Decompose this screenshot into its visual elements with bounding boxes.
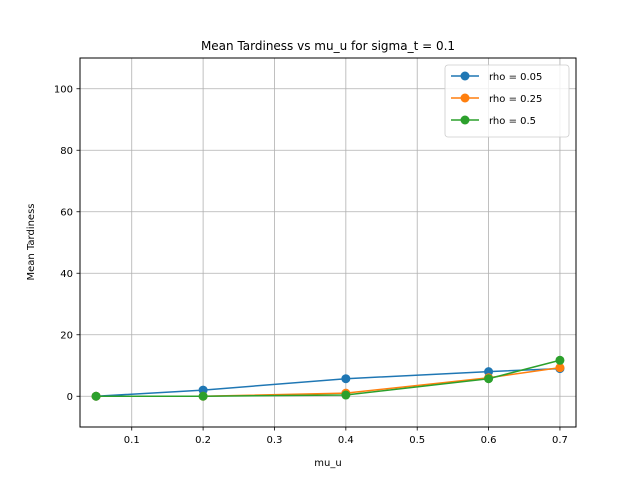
x-axis-label: mu_u [314, 458, 341, 469]
y-tick-label: 60 [60, 207, 73, 218]
legend: rho = 0.05 rho = 0.25 rho = 0.5 [444, 64, 570, 138]
data-point [555, 363, 565, 373]
plot-frame [79, 57, 577, 428]
ticks: 0.1 0.2 0.3 0.4 0.5 0.6 0.7 0 20 40 60 80 100 [54, 84, 568, 446]
data-point [198, 385, 208, 395]
legend-item: rho = 0.05 [451, 71, 542, 83]
data-point [341, 390, 351, 400]
y-tick-label: 100 [54, 84, 73, 95]
x-tick-label: 0.2 [195, 435, 211, 446]
y-tick-label: 80 [60, 146, 73, 157]
x-tick-label: 0.6 [481, 435, 497, 446]
legend-marker [460, 115, 470, 125]
data-point [341, 374, 351, 384]
y-tick-label: 0 [67, 392, 73, 403]
x-tick-label: 0.5 [409, 435, 425, 446]
y-axis-label: Mean Tardiness [26, 204, 37, 281]
legend-item: rho = 0.25 [451, 93, 542, 105]
y-tick-label: 20 [60, 330, 73, 341]
legend-label: rho = 0.5 [489, 116, 536, 127]
data-point [91, 391, 101, 401]
legend-label: rho = 0.25 [489, 94, 542, 105]
x-tick-label: 0.3 [267, 435, 283, 446]
series-layer [91, 355, 565, 401]
x-tick-label: 0.1 [124, 435, 140, 446]
data-point [484, 367, 494, 377]
legend-box [444, 64, 570, 138]
legend-marker [460, 71, 470, 81]
x-tick-label: 0.4 [338, 435, 354, 446]
data-point [555, 355, 565, 365]
x-tick-label: 0.7 [552, 435, 568, 446]
legend-marker [460, 93, 470, 103]
legend-label: rho = 0.05 [489, 72, 542, 83]
legend-item: rho = 0.5 [451, 115, 536, 127]
chart-title: Mean Tardiness vs mu_u for sigma_t = 0.1 [201, 39, 455, 53]
data-point [198, 391, 208, 401]
y-tick-label: 40 [60, 269, 73, 280]
data-point [484, 374, 494, 384]
series-3 [91, 355, 565, 401]
